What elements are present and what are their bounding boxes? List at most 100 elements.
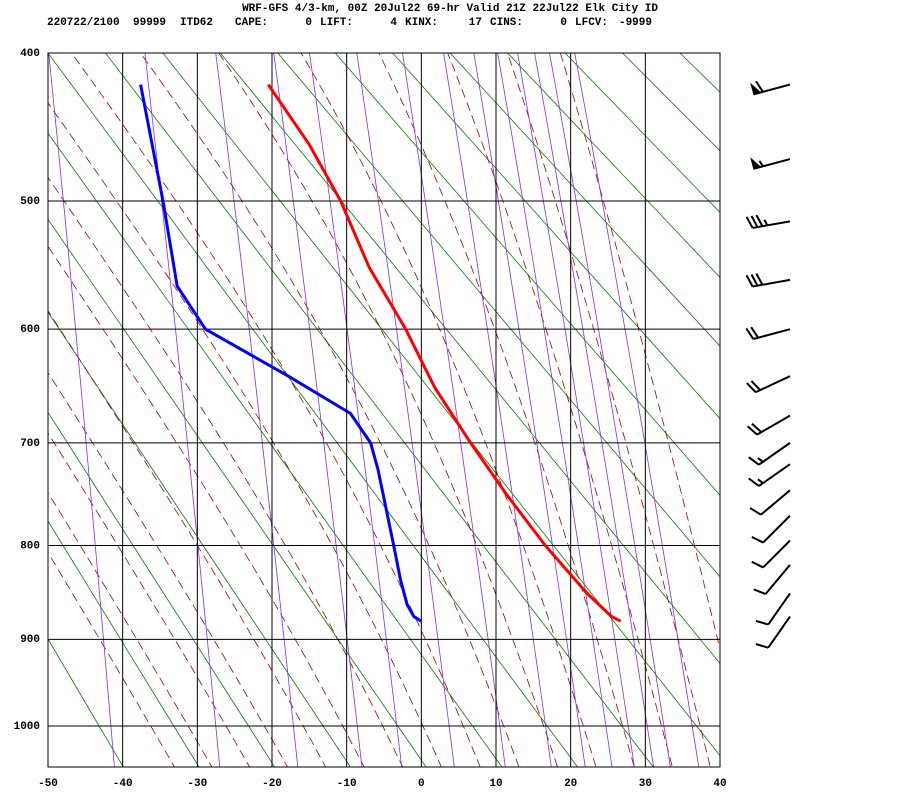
barb-full	[755, 214, 764, 227]
wind-barb	[745, 214, 791, 229]
barb-pennant	[750, 157, 762, 169]
x-tick-label: 10	[489, 778, 502, 790]
dry-adiabat	[392, 53, 720, 420]
index-value: 17	[469, 17, 482, 29]
barb-full	[755, 619, 769, 626]
barb-shaft	[758, 442, 791, 466]
x-tick-label: -30	[187, 778, 207, 790]
index-value: 4	[390, 17, 397, 29]
barb-shaft	[767, 616, 791, 649]
station-id: ITD62	[180, 17, 213, 29]
wind-barb	[746, 375, 791, 394]
dry-adiabat	[621, 53, 720, 152]
barb-half	[763, 219, 769, 226]
barb-full	[751, 536, 764, 544]
y-tick-label: 900	[20, 634, 40, 646]
barb-full	[755, 273, 764, 286]
index-value: -9999	[619, 17, 652, 29]
barb-full	[748, 456, 760, 466]
dry-adiabat	[507, 53, 720, 279]
profiles	[139, 83, 622, 623]
barb-full	[755, 643, 769, 649]
barb-shaft	[764, 564, 791, 595]
barb-full	[750, 326, 759, 339]
barb-full	[748, 477, 760, 487]
barb-full	[745, 274, 754, 287]
wind-barb	[750, 80, 791, 96]
run-time: 220722/2100	[47, 17, 120, 29]
profile-line	[267, 83, 622, 623]
y-tick-label: 500	[20, 196, 40, 208]
barb-shaft	[753, 328, 791, 340]
index-label: KINX:	[405, 17, 438, 29]
barb-pennant	[750, 82, 762, 95]
y-tick-label: 700	[20, 438, 40, 450]
barb-full	[751, 560, 764, 569]
wind-barb	[755, 616, 791, 649]
barb-full	[755, 80, 764, 93]
barb-shaft	[756, 414, 791, 436]
barb-shaft	[758, 463, 791, 487]
barb-shaft	[762, 515, 791, 544]
index-value: 0	[305, 17, 312, 29]
index-label: LFCV:	[575, 17, 608, 29]
y-tick-label: 1000	[14, 721, 40, 733]
barb-shaft	[752, 220, 791, 229]
dry-adiabat	[564, 53, 720, 214]
barb-full	[750, 380, 761, 391]
wind-barb	[748, 463, 791, 487]
y-tick-label: 800	[20, 540, 40, 552]
wind-barb	[745, 326, 791, 340]
x-tick-label: -40	[113, 778, 133, 790]
station-number: 99999	[133, 17, 166, 29]
plot-frame	[47, 52, 721, 768]
x-tick-label: -50	[38, 778, 58, 790]
barb-shaft	[753, 83, 791, 96]
y-tick-label: 600	[20, 324, 40, 336]
chart-title: WRF-GFS 4/3-km, 00Z 20Jul22 69-hr Valid …	[242, 3, 658, 15]
profile-line	[139, 84, 423, 623]
barb-shaft	[762, 539, 791, 569]
x-tick-label: -10	[337, 778, 357, 790]
moist-adiabat	[507, 53, 711, 767]
x-tick-label: 30	[639, 778, 652, 790]
wind-barb	[745, 273, 791, 288]
barb-full	[750, 215, 759, 228]
barb-full	[753, 588, 766, 595]
barb-shaft	[755, 375, 791, 394]
x-tick-label: 0	[418, 778, 425, 790]
moist-adiabat	[447, 53, 673, 767]
y-tick-label: 400	[20, 48, 40, 60]
moist-adiabat	[218, 53, 558, 767]
barb-full	[746, 382, 757, 393]
dry-adiabat	[48, 638, 124, 767]
barb-shaft	[767, 592, 791, 626]
wind-barb	[746, 414, 791, 436]
moist-adiabat	[71, 53, 481, 767]
index-value: 0	[560, 17, 567, 29]
wind-barb	[755, 592, 791, 626]
wind-barb	[751, 539, 791, 569]
barb-full	[745, 216, 754, 229]
wind-barb	[749, 489, 791, 516]
barb-half	[758, 160, 764, 167]
x-tick-label: 20	[564, 778, 577, 790]
index-label: CAPE:	[235, 17, 268, 29]
x-tick-label: 40	[713, 778, 726, 790]
barb-half	[757, 457, 764, 463]
barb-full	[749, 507, 762, 516]
index-label: LIFT:	[320, 17, 353, 29]
barb-shaft	[760, 489, 791, 516]
wind-barb	[753, 564, 791, 595]
barb-half	[757, 478, 764, 484]
dry-adiabat	[449, 53, 720, 347]
barb-full	[746, 425, 758, 436]
wind-barb	[750, 157, 791, 170]
barb-shaft	[752, 278, 791, 288]
wind-barbs	[745, 80, 791, 649]
header-line: 220722/2100 99999 ITD62 CAPE: 0 LIFT: 4 KINX…	[47, 17, 652, 29]
wind-barb	[748, 442, 791, 466]
